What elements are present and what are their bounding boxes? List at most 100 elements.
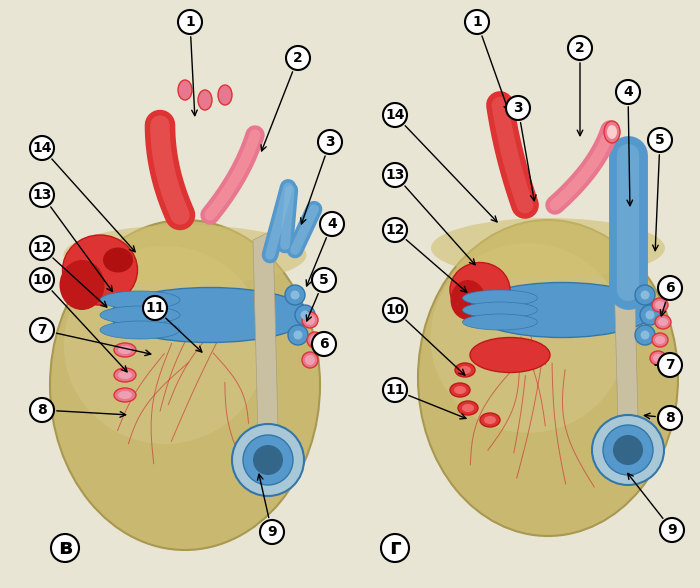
Ellipse shape — [655, 315, 671, 329]
Ellipse shape — [110, 288, 310, 342]
Circle shape — [286, 46, 310, 70]
Circle shape — [260, 520, 284, 544]
Ellipse shape — [603, 425, 653, 475]
Circle shape — [658, 276, 682, 300]
Ellipse shape — [454, 386, 466, 394]
Ellipse shape — [418, 220, 678, 536]
Ellipse shape — [430, 243, 626, 433]
Ellipse shape — [480, 413, 500, 427]
Circle shape — [383, 378, 407, 402]
Circle shape — [381, 534, 409, 562]
Ellipse shape — [243, 435, 293, 485]
Circle shape — [318, 130, 342, 154]
Text: 12: 12 — [32, 241, 52, 255]
Ellipse shape — [100, 291, 180, 309]
Text: 1: 1 — [185, 15, 195, 29]
Circle shape — [383, 163, 407, 187]
Text: 6: 6 — [665, 281, 675, 295]
Ellipse shape — [462, 404, 474, 412]
Ellipse shape — [470, 282, 654, 338]
Ellipse shape — [307, 332, 323, 348]
Ellipse shape — [103, 248, 133, 272]
Ellipse shape — [293, 330, 302, 339]
Circle shape — [320, 212, 344, 236]
Ellipse shape — [652, 298, 668, 312]
Ellipse shape — [60, 260, 104, 310]
Ellipse shape — [50, 220, 320, 550]
Text: 7: 7 — [37, 323, 47, 337]
Ellipse shape — [305, 315, 315, 325]
Ellipse shape — [64, 246, 266, 444]
Ellipse shape — [652, 333, 668, 347]
Circle shape — [30, 268, 54, 292]
Circle shape — [506, 96, 530, 120]
Ellipse shape — [459, 366, 471, 374]
Ellipse shape — [635, 325, 655, 345]
Ellipse shape — [463, 290, 538, 306]
Text: 1: 1 — [472, 15, 482, 29]
Ellipse shape — [302, 352, 318, 368]
Text: в: в — [58, 538, 72, 558]
Text: 4: 4 — [623, 85, 633, 99]
Ellipse shape — [645, 310, 654, 319]
Circle shape — [312, 268, 336, 292]
Ellipse shape — [470, 338, 550, 373]
Ellipse shape — [463, 302, 538, 318]
Ellipse shape — [640, 330, 650, 339]
Ellipse shape — [484, 416, 496, 424]
Text: 3: 3 — [513, 101, 523, 115]
Ellipse shape — [253, 445, 283, 475]
Circle shape — [658, 353, 682, 377]
Text: 2: 2 — [293, 51, 303, 65]
Circle shape — [312, 332, 336, 356]
Ellipse shape — [310, 335, 320, 345]
Ellipse shape — [300, 310, 309, 319]
Ellipse shape — [64, 225, 307, 285]
Circle shape — [383, 218, 407, 242]
Ellipse shape — [198, 90, 212, 110]
Ellipse shape — [114, 368, 136, 382]
Ellipse shape — [655, 301, 665, 309]
Text: 8: 8 — [665, 411, 675, 425]
Text: 13: 13 — [385, 168, 405, 182]
Text: 3: 3 — [326, 135, 335, 149]
Circle shape — [30, 318, 54, 342]
Text: 11: 11 — [146, 301, 164, 315]
Ellipse shape — [100, 321, 180, 339]
Circle shape — [30, 136, 54, 160]
Ellipse shape — [604, 121, 620, 143]
Ellipse shape — [650, 351, 666, 365]
Ellipse shape — [463, 314, 538, 330]
Text: 9: 9 — [267, 525, 276, 539]
Polygon shape — [253, 230, 278, 435]
Ellipse shape — [658, 318, 668, 326]
Text: 8: 8 — [37, 403, 47, 417]
Circle shape — [51, 534, 79, 562]
Ellipse shape — [635, 285, 655, 305]
Circle shape — [30, 183, 54, 207]
Ellipse shape — [640, 290, 650, 299]
Ellipse shape — [118, 371, 132, 379]
Text: 5: 5 — [319, 273, 329, 287]
Ellipse shape — [118, 391, 132, 399]
Polygon shape — [613, 223, 638, 423]
Ellipse shape — [114, 343, 136, 357]
Text: г: г — [389, 538, 401, 558]
Ellipse shape — [640, 305, 660, 325]
Circle shape — [616, 80, 640, 104]
Ellipse shape — [118, 346, 132, 354]
Circle shape — [465, 10, 489, 34]
Ellipse shape — [232, 424, 304, 496]
Ellipse shape — [655, 336, 665, 344]
Ellipse shape — [458, 401, 478, 415]
Text: 10: 10 — [385, 303, 405, 317]
Ellipse shape — [62, 235, 137, 305]
Ellipse shape — [455, 363, 475, 377]
Circle shape — [383, 103, 407, 127]
Ellipse shape — [114, 388, 136, 402]
Ellipse shape — [431, 218, 665, 278]
Ellipse shape — [305, 355, 315, 365]
Circle shape — [658, 406, 682, 430]
Text: 14: 14 — [32, 141, 52, 155]
Text: 10: 10 — [32, 273, 52, 287]
